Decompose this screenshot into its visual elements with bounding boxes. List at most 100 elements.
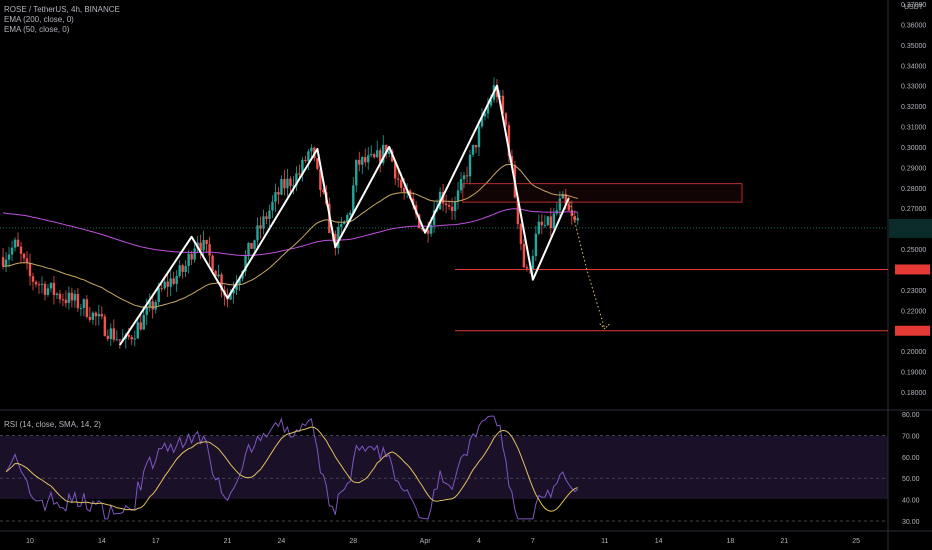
price-tick-label: 0.34000 — [901, 63, 926, 70]
candle-body — [115, 339, 119, 341]
candle — [31, 272, 35, 291]
candle-body — [361, 157, 364, 165]
candle-body — [202, 239, 205, 251]
candle-body — [262, 216, 265, 229]
candle-body — [343, 221, 346, 225]
candle-body — [205, 239, 208, 245]
time-tick-label: 14 — [655, 538, 663, 545]
candle — [169, 269, 172, 297]
candle — [504, 111, 508, 128]
candle-body — [145, 307, 148, 315]
candle-body — [49, 282, 53, 289]
candle — [540, 214, 544, 235]
candle — [79, 303, 83, 317]
candle — [166, 271, 169, 297]
candle-body — [151, 301, 154, 310]
rsi-tick-label: 40.00 — [902, 498, 920, 505]
candle — [396, 170, 400, 188]
candle-body — [235, 284, 238, 290]
candle-body — [58, 293, 62, 300]
candle-body — [175, 275, 178, 284]
candle-body — [304, 159, 307, 162]
candle — [46, 284, 50, 297]
price-tick-label: 0.37000 — [901, 2, 926, 9]
candle-body — [268, 210, 271, 219]
candle-body — [61, 299, 65, 301]
candle-body — [34, 281, 38, 285]
candle — [465, 166, 469, 183]
candle — [268, 204, 271, 227]
candle-body — [462, 175, 466, 180]
candle-body — [373, 154, 376, 158]
candle — [355, 159, 358, 193]
candle-body — [486, 105, 490, 114]
candle-body — [510, 156, 514, 166]
candle-body — [46, 288, 50, 295]
candle — [22, 252, 26, 264]
candle-body — [37, 284, 41, 286]
candle-body — [399, 179, 403, 188]
time-axis: 10 14 17 21 24 28 Apr 4 7 11 14 18 21 25 — [26, 538, 860, 545]
candle — [19, 241, 23, 264]
candle-body — [340, 224, 343, 227]
candles — [1, 77, 579, 349]
projection-arrowhead — [599, 323, 611, 330]
candle-body — [244, 255, 247, 272]
candle — [55, 292, 59, 300]
candle — [393, 160, 397, 185]
candle-body — [447, 205, 451, 207]
candle-body — [247, 242, 250, 256]
candle-body — [109, 328, 113, 339]
candle-body — [250, 242, 253, 249]
candle — [456, 182, 460, 210]
candle-body — [289, 178, 292, 187]
time-tick-label: 4 — [477, 538, 481, 545]
candle — [115, 330, 119, 341]
candle-body — [136, 322, 139, 339]
candle — [25, 251, 29, 270]
candle-body — [319, 168, 322, 190]
candle — [250, 242, 253, 249]
candle-body — [537, 221, 541, 234]
candle — [358, 151, 361, 172]
candle — [519, 223, 523, 251]
level-tag — [895, 264, 930, 275]
price-tick-label: 0.28000 — [901, 186, 926, 193]
candle-body — [546, 216, 550, 226]
candle — [58, 289, 62, 304]
candle-body — [73, 294, 77, 301]
candle-body — [82, 299, 86, 308]
candle-body — [22, 253, 26, 259]
candle — [286, 168, 289, 197]
candle-body — [295, 173, 298, 186]
rsi-tick-label: 50.00 — [902, 476, 920, 483]
candle — [205, 239, 208, 252]
candle — [316, 158, 319, 171]
candle — [379, 147, 382, 173]
candle-body — [379, 150, 382, 163]
candle-body — [139, 322, 142, 330]
candle-body — [160, 288, 163, 290]
candle — [295, 166, 298, 192]
candle — [40, 276, 44, 294]
chart-legend: ROSE / TetherUS, 4h, BINANCE EMA (200, c… — [4, 5, 120, 35]
candle-body — [429, 224, 433, 234]
time-tick-label: 7 — [531, 538, 535, 545]
candle-body — [253, 240, 256, 249]
price-tick-label: 0.22000 — [901, 308, 926, 315]
candle — [382, 135, 385, 166]
ema50-line — [3, 164, 578, 308]
candle-body — [370, 154, 373, 156]
candle-body — [94, 312, 98, 317]
candle — [13, 237, 17, 252]
candle — [37, 281, 41, 294]
candle-body — [76, 294, 80, 309]
candle-body — [358, 159, 361, 165]
candle — [534, 225, 538, 262]
candle — [247, 242, 250, 261]
candle-body — [70, 292, 74, 301]
candle — [289, 176, 292, 195]
candle — [43, 281, 47, 301]
candle — [367, 147, 370, 170]
